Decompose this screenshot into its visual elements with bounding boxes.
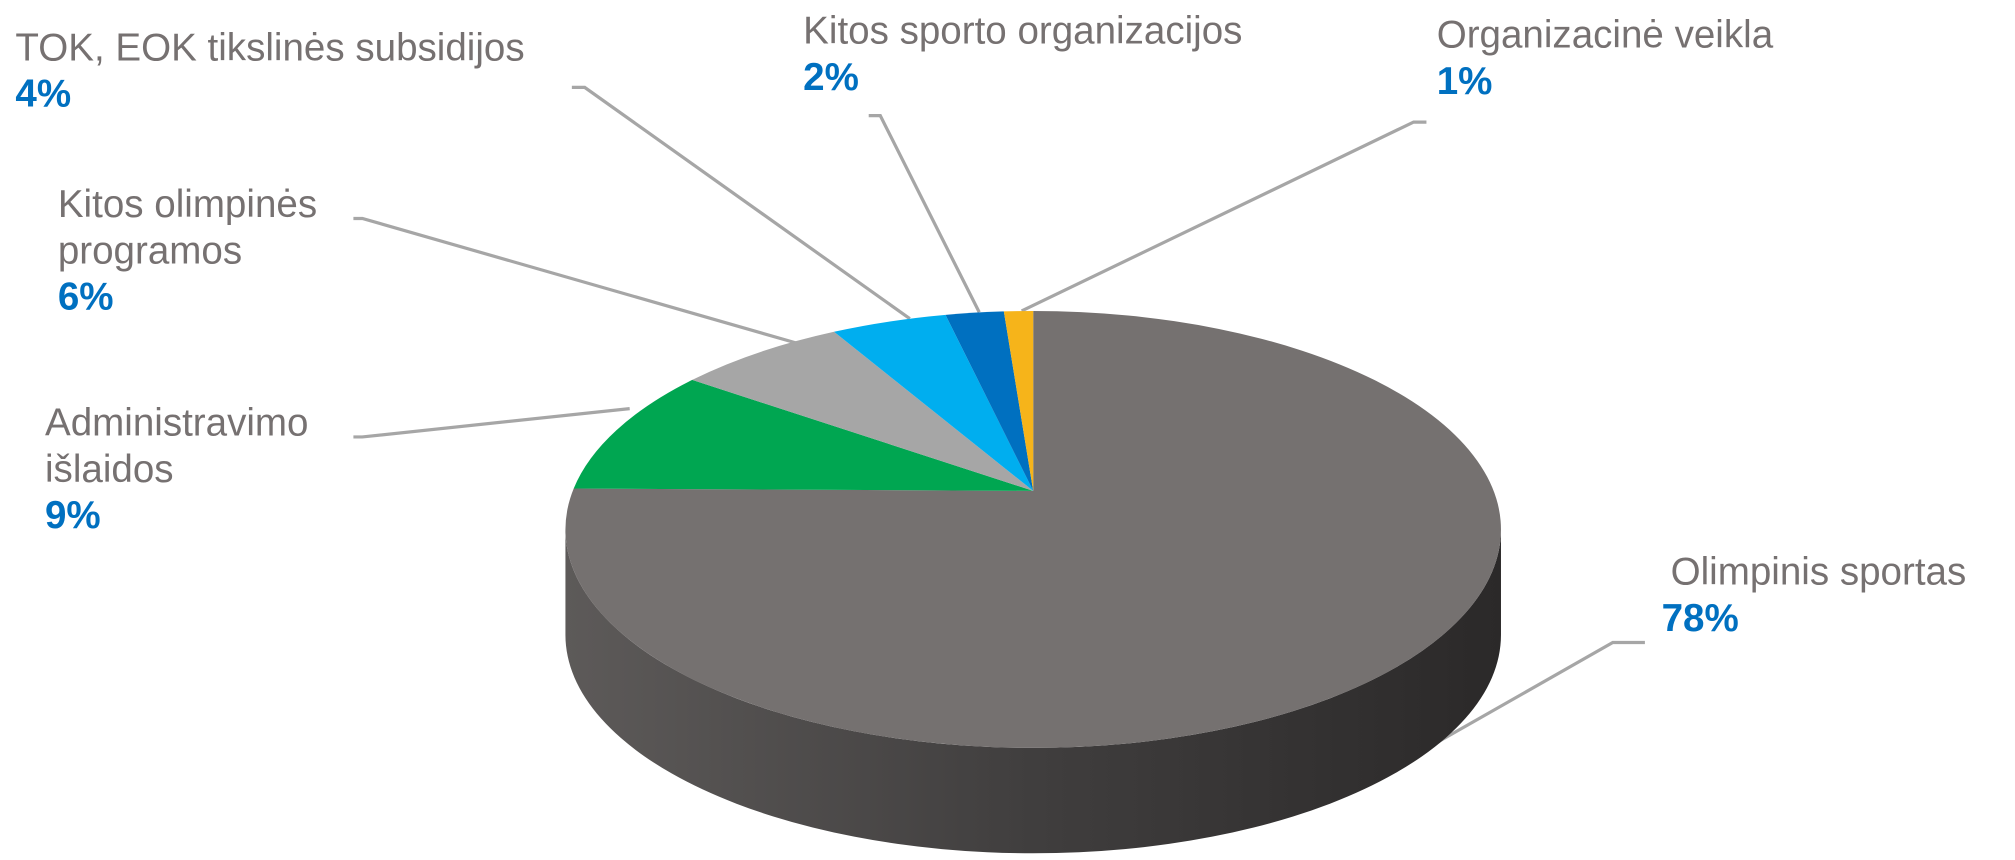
category-label: Administravimo išlaidos <box>44 402 309 491</box>
value-label: 78% <box>1661 597 1739 640</box>
leader-line <box>571 85 911 321</box>
category-label: TOK, EOK tikslinės subsidijos <box>15 26 525 70</box>
slice <box>565 310 1501 748</box>
slice <box>573 379 1034 491</box>
slice-side <box>565 529 1501 854</box>
leader-line <box>1020 120 1427 313</box>
slice <box>1003 310 1034 491</box>
value-label: 1% <box>1436 60 1493 103</box>
category-label: Kitos olimpinės programos <box>57 183 318 273</box>
value-label: 9% <box>44 494 101 538</box>
value-label: 2% <box>803 56 859 99</box>
leader-line <box>353 407 630 439</box>
data-label: Olimpinis sportas 78% <box>1662 550 2015 643</box>
value-label: 6% <box>57 276 114 319</box>
slice <box>692 331 1034 491</box>
pie-tops <box>565 310 1501 748</box>
leader-line <box>1367 640 1645 783</box>
data-label: Administravimo išlaidos 9% <box>45 401 366 540</box>
category-label: Organizacinė veikla <box>1436 14 1774 57</box>
leader-line <box>353 216 798 345</box>
data-label: Organizacinė veikla 1% <box>1437 13 1951 106</box>
data-label: Kitos olimpinės programos 6% <box>58 182 379 321</box>
slice <box>945 311 1034 491</box>
slice <box>834 314 1034 491</box>
value-label: 4% <box>15 73 72 116</box>
data-label: Kitos sporto organizacijos 2% <box>803 9 1381 102</box>
pie-sides <box>565 529 1501 854</box>
category-label: Kitos sporto organizacijos <box>803 10 1243 53</box>
data-label: TOK, EOK tikslinės subsidijos 4% <box>15 26 658 119</box>
category-label: Olimpinis sportas <box>1670 551 1967 594</box>
leader-lines <box>353 85 1645 783</box>
leader-line <box>868 114 981 313</box>
